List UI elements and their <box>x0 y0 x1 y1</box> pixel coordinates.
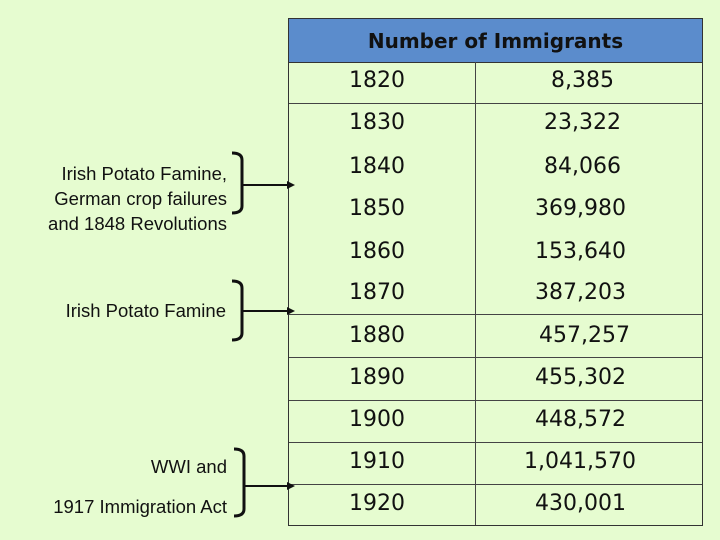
table-row: 1820 8,385 <box>289 62 702 104</box>
count-cell: 448,572 <box>535 407 626 432</box>
immigration-table: Number of Immigrants 1820 8,385 1830 23,… <box>288 18 703 526</box>
annotation-irish-famine: Irish Potato Famine <box>0 298 226 323</box>
count-cell: 369,980 <box>535 196 626 221</box>
annotation-wwi-label: WWI and <box>0 454 227 479</box>
table-row: 1850 369,980 <box>289 188 702 230</box>
annotation-line: Irish Potato Famine, <box>61 163 227 184</box>
year-cell: 1920 <box>349 491 405 516</box>
table-row: 1920 430,001 <box>289 485 702 527</box>
count-cell: 84,066 <box>544 154 621 179</box>
year-cell: 1880 <box>349 323 405 348</box>
annotation-line: Irish Potato Famine <box>65 300 226 321</box>
annotation-immigration-act-label: 1917 Immigration Act <box>0 494 227 519</box>
annotation-line: German crop failures <box>54 188 227 209</box>
annotation-line: 1917 Immigration Act <box>53 496 227 517</box>
count-cell: 1,041,570 <box>524 449 636 474</box>
table-row: 1840 84,066 <box>289 146 702 188</box>
count-cell: 457,257 <box>539 323 630 348</box>
year-cell: 1910 <box>349 449 405 474</box>
annotation-line: and 1848 Revolutions <box>48 213 227 234</box>
count-cell: 153,640 <box>535 239 626 264</box>
table-header: Number of Immigrants <box>289 19 702 63</box>
bracket-irish-famine <box>231 279 295 342</box>
year-cell: 1820 <box>349 68 405 93</box>
year-cell: 1850 <box>349 196 405 221</box>
count-cell: 455,302 <box>535 365 626 390</box>
bracket-wwi <box>233 447 295 518</box>
table-row: 1860 153,640 <box>289 230 702 272</box>
column-divider <box>475 62 476 525</box>
table-row: 1910 1,041,570 <box>289 443 702 485</box>
year-cell: 1840 <box>349 154 405 179</box>
table-row: 1890 455,302 <box>289 358 702 401</box>
bracket-famine-revolutions <box>231 151 295 215</box>
year-cell: 1870 <box>349 280 405 305</box>
count-cell: 430,001 <box>535 491 626 516</box>
count-cell: 23,322 <box>544 110 621 135</box>
annotation-line: WWI and <box>150 456 227 477</box>
year-cell: 1860 <box>349 239 405 264</box>
table-row: 1830 23,322 <box>289 104 702 146</box>
table-row: 1880 457,257 <box>289 315 702 358</box>
count-cell: 8,385 <box>551 68 614 93</box>
table-row: 1900 448,572 <box>289 401 702 443</box>
year-cell: 1900 <box>349 407 405 432</box>
table-row: 1870 387,203 <box>289 272 702 315</box>
year-cell: 1890 <box>349 365 405 390</box>
annotation-famine-revolutions: Irish Potato Famine, German crop failure… <box>0 161 227 236</box>
count-cell: 387,203 <box>535 280 626 305</box>
year-cell: 1830 <box>349 110 405 135</box>
